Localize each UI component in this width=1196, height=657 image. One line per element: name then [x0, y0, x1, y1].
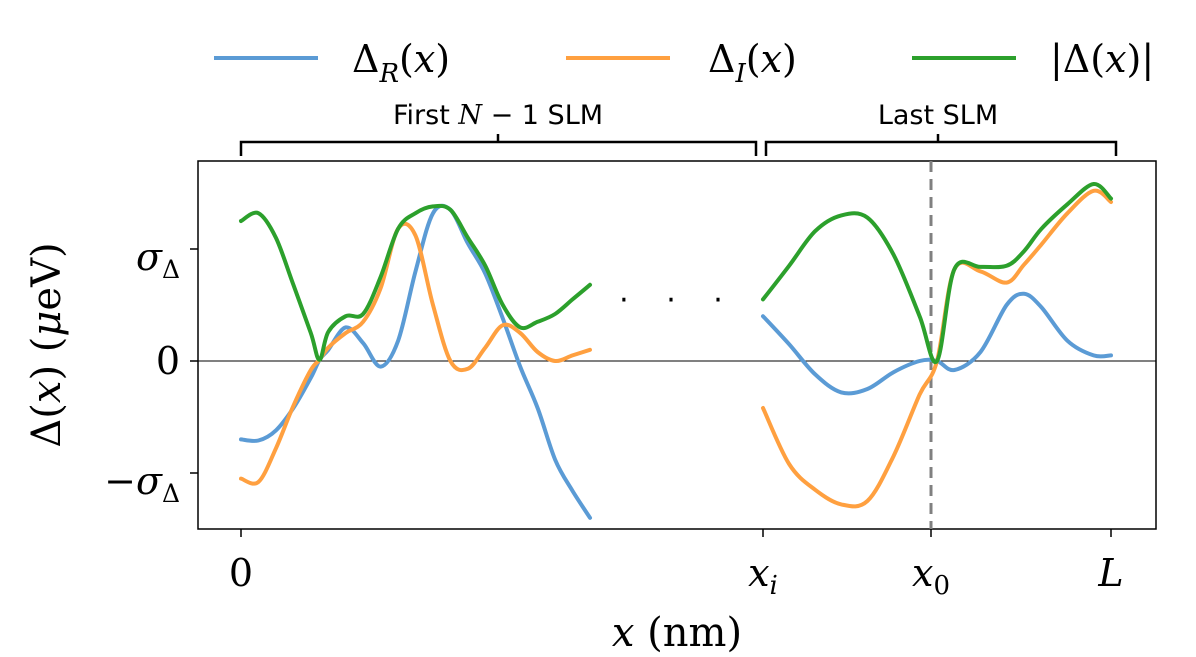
- bracket-last: Last SLM: [764, 100, 1118, 156]
- series-line-delta-i-first: [239, 221, 592, 486]
- y-tick-label-zero: 0: [156, 339, 180, 383]
- series-line-delta-r-last: [761, 291, 1113, 396]
- legend-label-delta-r: ΔR(x): [352, 37, 450, 89]
- legend-label-delta-abs: |Δ(x)|: [1050, 37, 1154, 81]
- plot-frame: [197, 160, 1157, 530]
- x-tick-label-L: L: [1097, 551, 1123, 595]
- bracket-first-label: First N − 1 SLM: [393, 100, 603, 131]
- legend-label-delta-i: ΔI(x): [708, 37, 797, 89]
- series-line-delta-abs-last: [761, 182, 1113, 365]
- bracket-last-label: Last SLM: [878, 100, 998, 131]
- curves: [239, 182, 1113, 520]
- series-line-delta-i-last: [761, 188, 1113, 509]
- y-axis-title: Δ(x) (μeV): [24, 242, 70, 447]
- legend: ΔR(x) ΔI(x) |Δ(x)|: [214, 37, 1154, 89]
- x-axis-title: x (nm): [612, 610, 742, 656]
- series-line-delta-abs-first: [239, 203, 592, 362]
- x-tick-label-x0: x0: [912, 551, 950, 601]
- x-tick-label-xi: xi: [748, 551, 778, 601]
- series-line-delta-r-first: [239, 203, 592, 520]
- gap-ellipsis: · · ·: [619, 283, 737, 318]
- x-tick-label-0: 0: [229, 551, 253, 595]
- x-ticks: 0 xi x0 L: [229, 529, 1124, 601]
- y-tick-label-sigma: σΔ: [136, 235, 180, 284]
- bracket-last-shape: [764, 134, 1118, 156]
- y-tick-label-neg-sigma: −σΔ: [104, 459, 180, 508]
- bracket-first-shape: [239, 134, 758, 156]
- bracket-first: First N − 1 SLM: [239, 100, 758, 156]
- y-ticks: σΔ 0 −σΔ: [104, 235, 198, 508]
